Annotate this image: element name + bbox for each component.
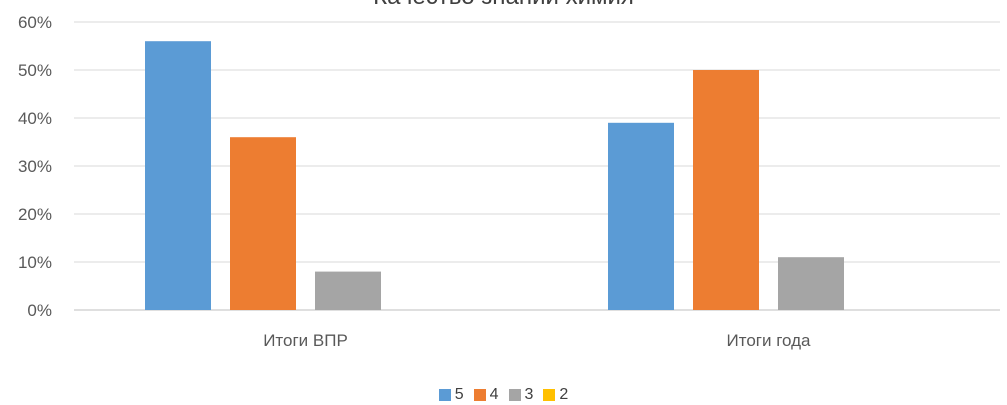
y-tick-label: 30% — [18, 157, 52, 176]
legend-swatch — [543, 389, 556, 401]
bar — [145, 41, 211, 310]
legend-label: 5 — [454, 386, 464, 403]
legend-swatch — [473, 389, 486, 401]
y-tick-label: 20% — [18, 205, 52, 224]
chart-title-clip: Качество знаний химия — [0, 0, 1007, 9]
y-tick-label: 40% — [18, 109, 52, 128]
bar — [693, 70, 759, 310]
y-tick-label: 60% — [18, 13, 52, 32]
y-tick-label: 50% — [18, 61, 52, 80]
legend-item: 5 — [438, 386, 464, 404]
chart-title: Качество знаний химия — [0, 0, 1007, 9]
legend-item: 2 — [543, 386, 568, 404]
legend-swatch — [508, 389, 521, 401]
legend-label: 4 — [489, 386, 499, 403]
x-tick-label: Итоги ВПР — [263, 331, 348, 350]
bar — [315, 271, 381, 310]
legend-label: 2 — [559, 386, 569, 403]
legend-item: 3 — [508, 386, 534, 404]
x-tick-label: Итоги года — [727, 331, 812, 350]
y-tick-label: 0% — [27, 301, 52, 320]
legend-label: 3 — [524, 386, 534, 403]
y-tick-label: 10% — [18, 253, 52, 272]
bar — [608, 122, 674, 310]
legend-swatch — [438, 389, 451, 401]
bar — [778, 257, 844, 310]
legend-item: 4 — [473, 386, 499, 404]
bar — [230, 137, 296, 310]
chart-legend: 5 4 3 2 — [0, 386, 1007, 404]
